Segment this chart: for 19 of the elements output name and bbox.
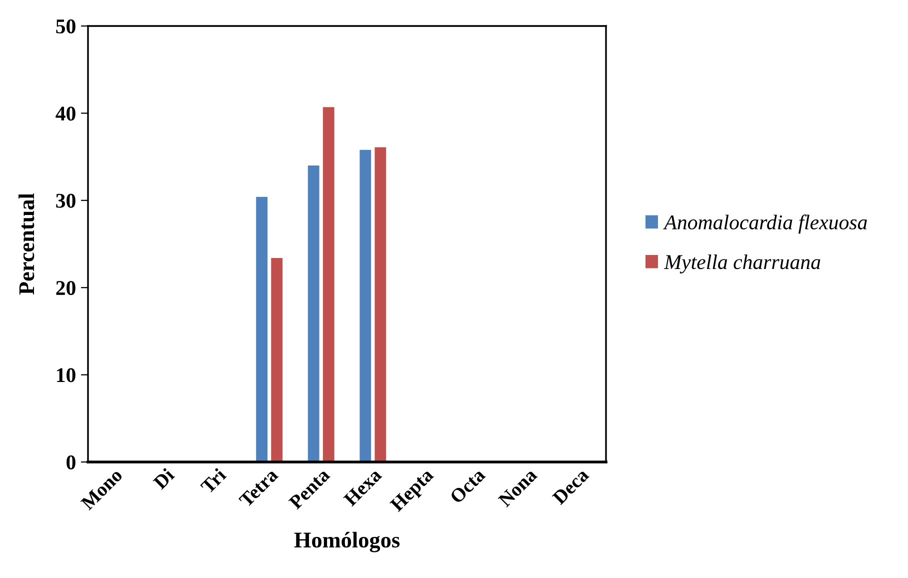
bar xyxy=(271,258,283,462)
x-tick-label: Octa xyxy=(449,468,486,504)
bar xyxy=(256,196,268,462)
bar xyxy=(374,147,386,462)
y-axis-title: Percentual xyxy=(18,193,34,295)
legend-label: Anomalocardia flexuosa xyxy=(663,214,867,234)
y-tick-label: 30 xyxy=(56,194,76,208)
y-tick-label: 0 xyxy=(66,455,76,470)
x-tick-label: Di xyxy=(152,467,176,490)
legend-label: Mytella charruana xyxy=(664,254,820,274)
x-tick-label: Tri xyxy=(200,467,227,494)
y-tick-label: 40 xyxy=(56,106,76,121)
y-tick-label: 50 xyxy=(56,19,76,34)
bar xyxy=(308,166,320,462)
bar xyxy=(322,107,334,462)
y-tick-label: 10 xyxy=(57,368,76,382)
x-axis-title: Homólogos xyxy=(294,532,400,552)
y-tick-label: 20 xyxy=(56,280,76,296)
bar xyxy=(360,150,372,462)
